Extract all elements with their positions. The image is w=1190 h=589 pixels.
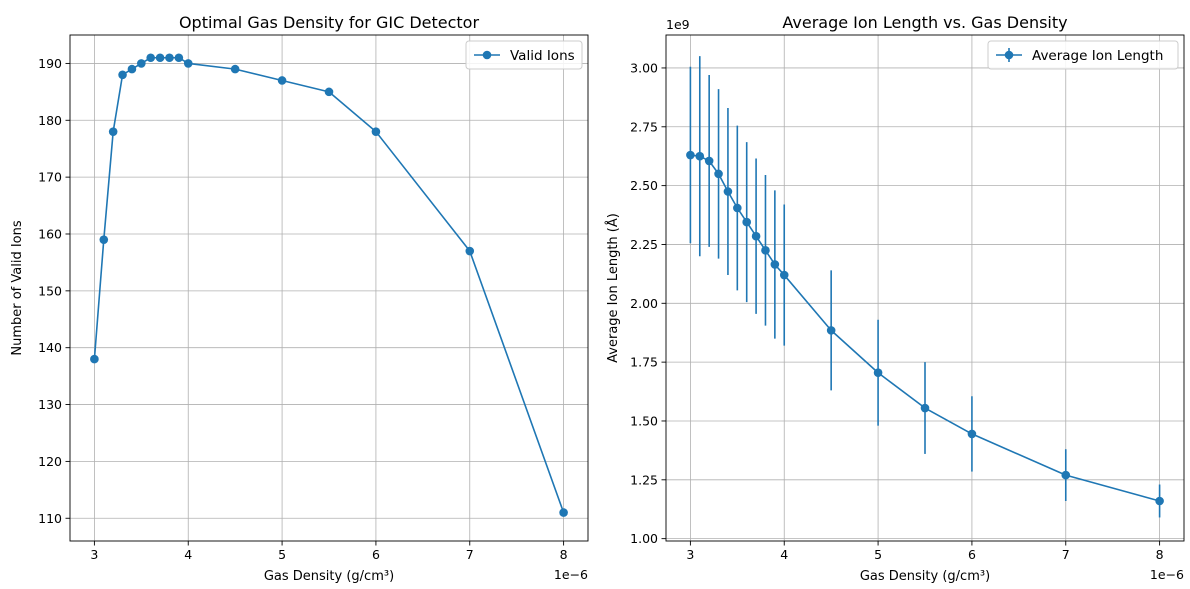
y-tick-label: 2.00 xyxy=(630,296,658,311)
data-point xyxy=(751,231,761,241)
x-tick-label: 6 xyxy=(968,547,976,562)
data-point xyxy=(704,156,714,166)
x-tick-label: 3 xyxy=(90,547,98,562)
data-point xyxy=(723,187,733,196)
chart-title: Average Ion Length vs. Gas Density xyxy=(782,13,1067,32)
data-point xyxy=(873,368,883,378)
y-tick-label: 2.25 xyxy=(630,237,658,252)
x-tick-label: 3 xyxy=(686,547,694,562)
data-point xyxy=(99,235,109,244)
data-point xyxy=(686,150,695,160)
y-tick-label: 1.75 xyxy=(630,355,658,370)
y-tick-label: 120 xyxy=(38,454,62,469)
x-tick-label: 8 xyxy=(560,547,568,562)
data-point xyxy=(714,169,723,179)
x-axis-label: Gas Density (g/cm³) xyxy=(860,569,990,584)
data-point xyxy=(733,203,742,213)
data-point xyxy=(742,217,752,227)
x-tick-label: 5 xyxy=(278,547,286,562)
data-point xyxy=(137,59,146,68)
data-point xyxy=(1061,470,1071,480)
data-point xyxy=(127,64,137,74)
x-axis-label: Gas Density (g/cm³) xyxy=(264,569,394,584)
chart-title: Optimal Gas Density for GIC Detector xyxy=(179,13,480,32)
y-tick-label: 190 xyxy=(38,56,62,71)
data-point xyxy=(967,429,977,439)
data-point xyxy=(118,70,127,80)
legend: Average Ion Length xyxy=(987,40,1179,70)
x-offset-label: 1e−6 xyxy=(554,567,588,582)
legend-label: Average Ion Length xyxy=(1032,48,1163,64)
data-point xyxy=(465,246,475,256)
y-tick-label: 150 xyxy=(38,283,62,298)
data-point xyxy=(779,270,789,280)
y-tick-label: 110 xyxy=(38,511,62,526)
data-point xyxy=(277,76,287,85)
legend-marker xyxy=(1004,50,1014,60)
y-tick-label: 1.50 xyxy=(630,413,658,428)
legend-box xyxy=(465,40,583,70)
data-point xyxy=(695,151,705,161)
data-point xyxy=(826,326,836,335)
data-point xyxy=(1155,496,1164,506)
y-tick-label: 2.50 xyxy=(630,178,658,193)
data-point xyxy=(183,59,193,68)
legend-box xyxy=(987,40,1179,70)
y-offset-label: 1e9 xyxy=(666,17,690,32)
data-point xyxy=(559,508,568,517)
x-tick-label: 7 xyxy=(466,547,474,562)
y-tick-label: 2.75 xyxy=(630,119,658,134)
data-point xyxy=(146,53,156,63)
x-offset-label: 1e−6 xyxy=(1150,567,1184,582)
data-point xyxy=(371,127,381,136)
chart-average-ion-length: 3 4 5 6 7 8 1.00 1.25 1.50 1.75 2.00 2.25 2.50 2.75 3.… xyxy=(605,13,1185,584)
y-tick-label: 1.00 xyxy=(630,531,658,546)
chart-valid-ions: 3 4 5 6 7 8 110 120 130 140 150 160 170 180 190 1e−6 Opt… xyxy=(10,13,589,584)
x-tick-label: 8 xyxy=(1156,547,1164,562)
y-tick-label: 130 xyxy=(38,397,62,412)
y-tick-label: 140 xyxy=(38,340,62,355)
data-point xyxy=(920,403,930,413)
legend: Valid Ions xyxy=(465,40,583,70)
x-tick-label: 6 xyxy=(372,547,380,562)
axes-frame xyxy=(665,34,1185,542)
data-point xyxy=(90,354,99,364)
y-axis-label: Average Ion Length (Å) xyxy=(605,213,621,363)
data-point xyxy=(761,246,770,255)
data-point xyxy=(770,260,780,269)
legend-marker xyxy=(482,50,492,60)
data-point xyxy=(108,127,118,136)
axes-frame xyxy=(69,34,589,542)
y-tick-label: 1.25 xyxy=(630,472,658,487)
y-axis-label: Number of Valid Ions xyxy=(10,220,25,356)
y-tick-label: 160 xyxy=(38,226,62,241)
data-point xyxy=(165,53,174,63)
x-tick-label: 5 xyxy=(874,547,882,562)
data-point xyxy=(155,53,165,63)
y-tick-label: 170 xyxy=(38,170,62,185)
y-tick-label: 180 xyxy=(38,113,62,128)
x-tick-label: 4 xyxy=(184,547,192,562)
legend-label: Valid Ions xyxy=(510,48,575,64)
x-tick-label: 7 xyxy=(1062,547,1070,562)
data-point xyxy=(174,53,184,63)
data-point xyxy=(324,87,334,97)
data-point xyxy=(230,64,240,74)
x-tick-label: 4 xyxy=(780,547,788,562)
y-tick-label: 3.00 xyxy=(630,60,658,75)
